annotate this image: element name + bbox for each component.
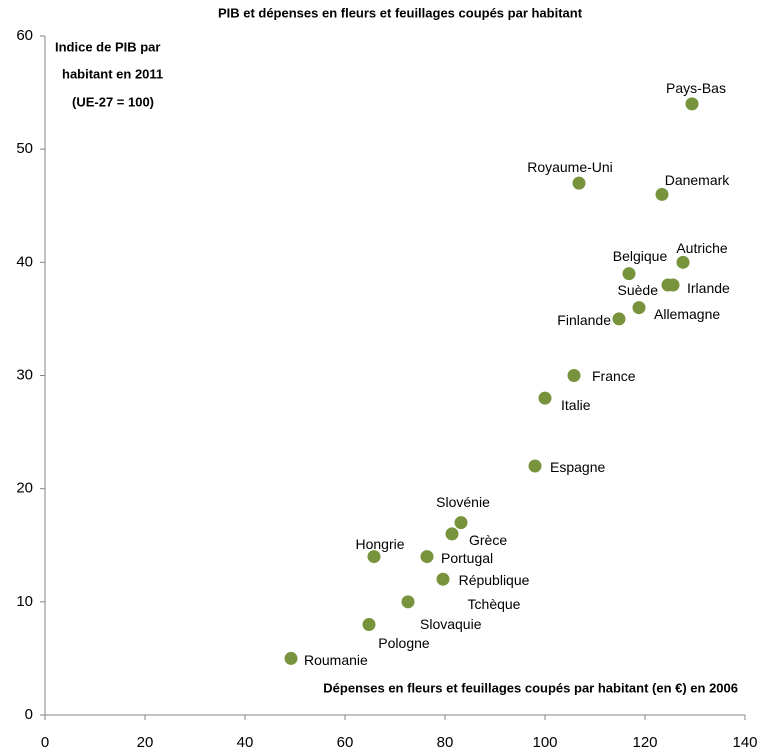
x-axis-label: Dépenses en fleurs et feuillages coupés … xyxy=(323,680,738,695)
x-tick-label: 120 xyxy=(632,734,657,751)
chart-title: PIB et dépenses en fleurs et feuillages … xyxy=(218,5,583,20)
point-label: Pologne xyxy=(378,635,430,652)
point-label: Suède xyxy=(617,281,658,298)
point-label: Slovénie xyxy=(436,493,490,510)
y-tick-label: 30 xyxy=(16,366,33,383)
point xyxy=(436,572,450,586)
y-tick-label: 20 xyxy=(16,480,33,497)
y-axis-label: habitant en 2011 xyxy=(62,66,163,81)
point-label: République Tchèque xyxy=(458,572,530,613)
point-label: Royaume-Uni xyxy=(527,159,613,176)
point-label: Finlande xyxy=(557,311,611,328)
point xyxy=(401,595,415,609)
point-label: Allemagne xyxy=(654,305,721,322)
x-tick-label: 20 xyxy=(137,734,154,751)
point-label: Espagne xyxy=(550,459,606,476)
point xyxy=(445,527,459,541)
point-label: Hongrie xyxy=(355,535,405,552)
point-label: Italie xyxy=(561,397,591,414)
point-label: Slovaquie xyxy=(420,615,482,632)
point xyxy=(454,516,468,530)
point xyxy=(367,550,381,564)
y-axis-label: (UE-27 = 100) xyxy=(72,94,154,109)
point xyxy=(622,267,636,281)
x-tick-label: 40 xyxy=(237,734,254,751)
point xyxy=(362,617,376,631)
y-tick-label: 10 xyxy=(16,593,33,610)
point-label: Irlande xyxy=(687,279,730,296)
point xyxy=(284,651,298,665)
point xyxy=(685,97,699,111)
point xyxy=(572,176,586,190)
x-tick-label: 0 xyxy=(41,734,49,751)
y-tick-label: 0 xyxy=(25,706,33,723)
point xyxy=(538,391,552,405)
point xyxy=(666,278,680,292)
point xyxy=(567,369,581,382)
x-tick-label: 60 xyxy=(337,734,354,751)
point xyxy=(655,187,669,201)
point-label: Portugal xyxy=(441,549,494,566)
y-axis-label: Indice de PIB par xyxy=(55,39,160,54)
y-tick-label: 40 xyxy=(16,253,33,270)
x-tick-label: 80 xyxy=(437,734,454,751)
point xyxy=(612,312,626,326)
point xyxy=(420,550,434,564)
y-tick-label: 50 xyxy=(16,140,33,157)
point-label: Autriche xyxy=(676,240,728,257)
x-tick-label: 140 xyxy=(732,734,757,751)
point-label: Belgique xyxy=(612,247,668,264)
point-label: Grèce xyxy=(469,531,508,548)
y-tick-label: 60 xyxy=(16,27,33,44)
point-label: France xyxy=(592,367,636,384)
point xyxy=(676,255,690,269)
point-label: Danemark xyxy=(664,172,730,189)
point-label: Roumanie xyxy=(304,652,368,669)
point xyxy=(528,459,542,473)
x-tick-label: 100 xyxy=(532,734,557,751)
point-label: Pays-Bas xyxy=(666,79,726,96)
point xyxy=(632,301,646,315)
